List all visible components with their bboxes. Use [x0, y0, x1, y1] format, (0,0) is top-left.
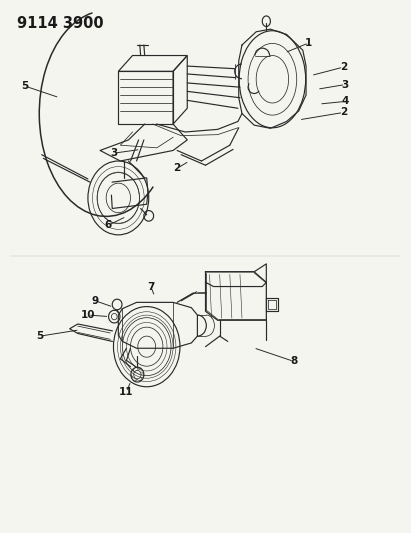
- Text: 3: 3: [111, 148, 118, 158]
- Text: 2: 2: [173, 164, 181, 173]
- Text: 11: 11: [119, 387, 134, 397]
- Text: 1: 1: [305, 38, 312, 48]
- Text: 10: 10: [81, 310, 95, 320]
- Text: 2: 2: [340, 108, 347, 117]
- Text: 5: 5: [37, 331, 44, 341]
- Text: 4: 4: [342, 96, 349, 107]
- Text: 9: 9: [92, 296, 99, 306]
- Text: 8: 8: [290, 357, 298, 367]
- Text: 5: 5: [21, 81, 29, 91]
- Text: 3: 3: [342, 79, 349, 90]
- Text: 9114 3900: 9114 3900: [17, 16, 104, 31]
- Text: 6: 6: [104, 220, 112, 230]
- Text: 2: 2: [340, 62, 347, 72]
- Text: 7: 7: [147, 281, 155, 292]
